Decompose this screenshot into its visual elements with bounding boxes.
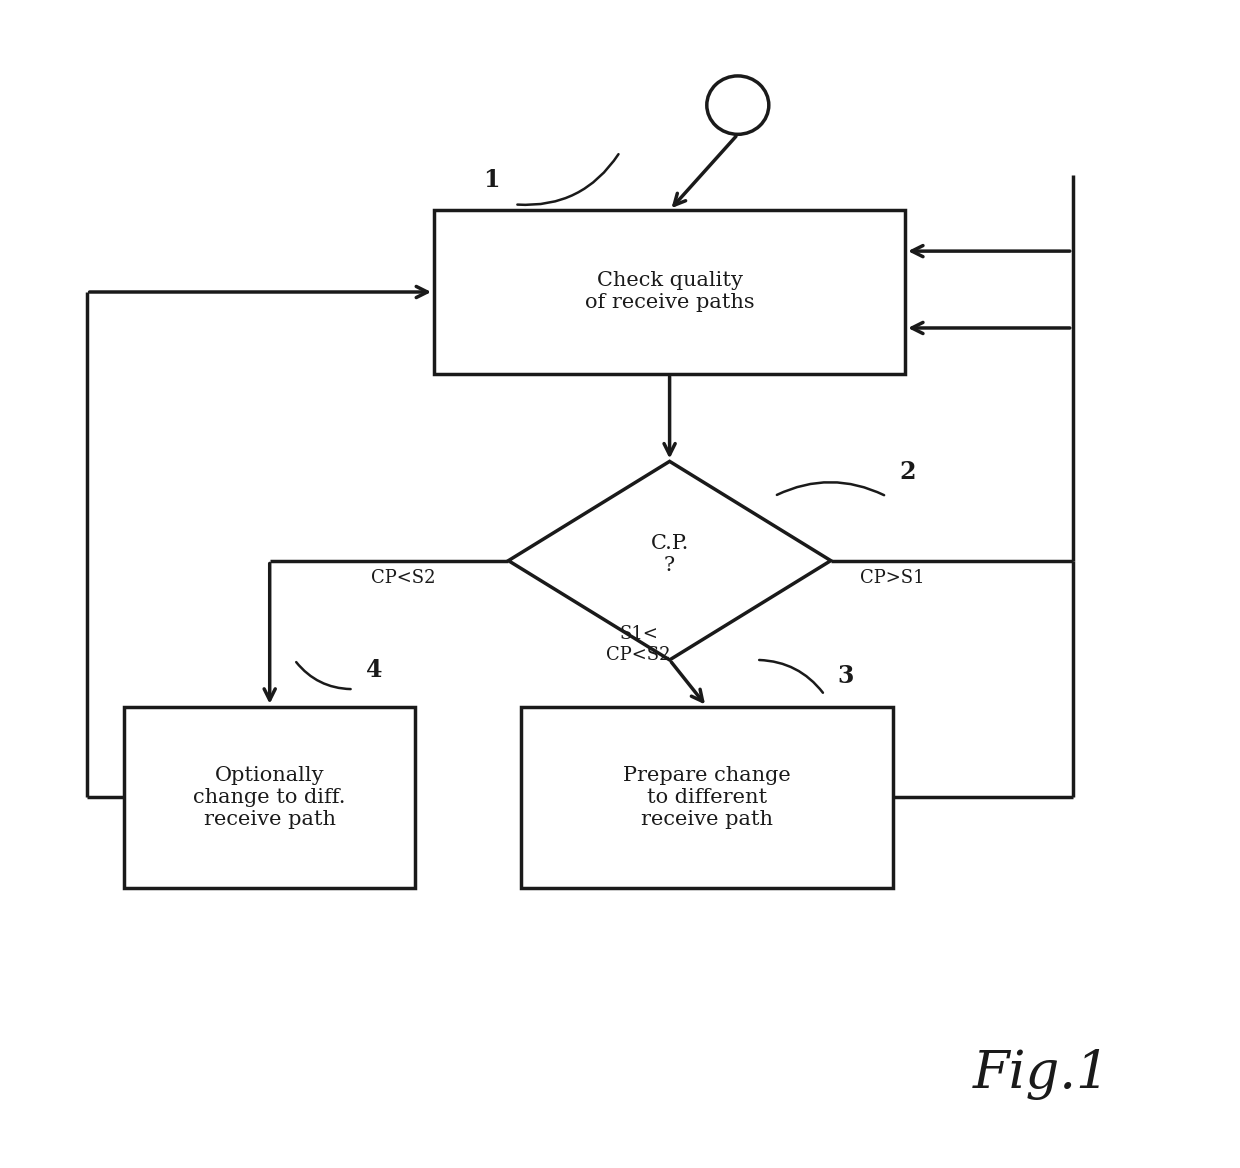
Text: CP>S1: CP>S1 <box>861 569 925 588</box>
Text: Prepare change
to different
receive path: Prepare change to different receive path <box>622 766 791 828</box>
Text: 4: 4 <box>366 659 382 682</box>
Text: S1<
CP<S2: S1< CP<S2 <box>606 625 671 665</box>
Text: Optionally
change to diff.
receive path: Optionally change to diff. receive path <box>193 766 346 828</box>
Text: Check quality
of receive paths: Check quality of receive paths <box>585 271 754 313</box>
FancyBboxPatch shape <box>521 707 893 888</box>
FancyBboxPatch shape <box>434 210 905 374</box>
Text: 2: 2 <box>899 460 915 484</box>
Text: CP<S2: CP<S2 <box>371 569 435 588</box>
Polygon shape <box>508 461 831 660</box>
Text: 1: 1 <box>484 168 500 192</box>
Text: Fig.1: Fig.1 <box>973 1049 1110 1100</box>
Text: 3: 3 <box>837 665 853 688</box>
FancyBboxPatch shape <box>124 707 415 888</box>
Text: C.P.
?: C.P. ? <box>651 534 688 576</box>
